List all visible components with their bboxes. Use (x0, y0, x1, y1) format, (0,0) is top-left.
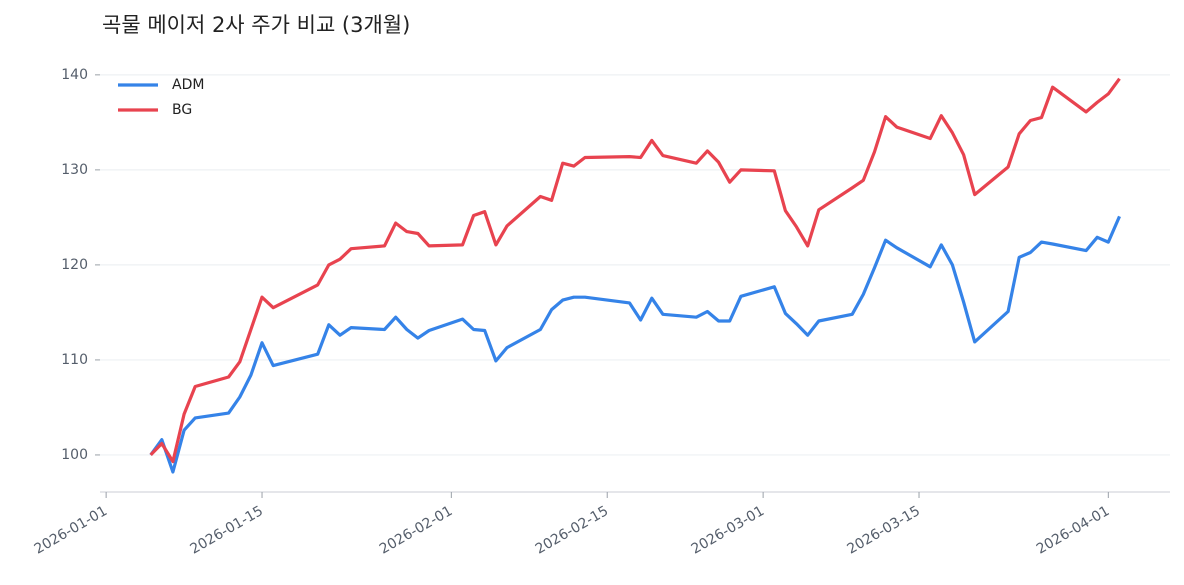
y-tick-label: 120 (61, 257, 88, 273)
x-tick-label: 2026-02-01 (377, 503, 455, 558)
x-tick-label: 2026-03-01 (689, 503, 767, 558)
y-tick-label: 100 (61, 447, 88, 463)
chart-title: 곡물 메이저 2사 주가 비교 (3개월) (102, 13, 410, 37)
legend-label: BG (172, 102, 192, 118)
legend-label: ADM (172, 77, 204, 93)
y-tick-label: 140 (61, 67, 88, 83)
x-tick-label: 2026-04-01 (1034, 503, 1112, 558)
x-tick-label: 2026-02-15 (533, 503, 611, 558)
x-tick-label: 2026-03-15 (845, 503, 923, 558)
y-tick-label: 110 (61, 352, 88, 368)
y-tick-label: 130 (61, 162, 88, 178)
series-line (149, 77, 1121, 464)
x-tick-label: 2026-01-15 (188, 503, 266, 558)
x-tick-label: 2026-01-01 (32, 503, 110, 558)
series-line (149, 215, 1121, 474)
